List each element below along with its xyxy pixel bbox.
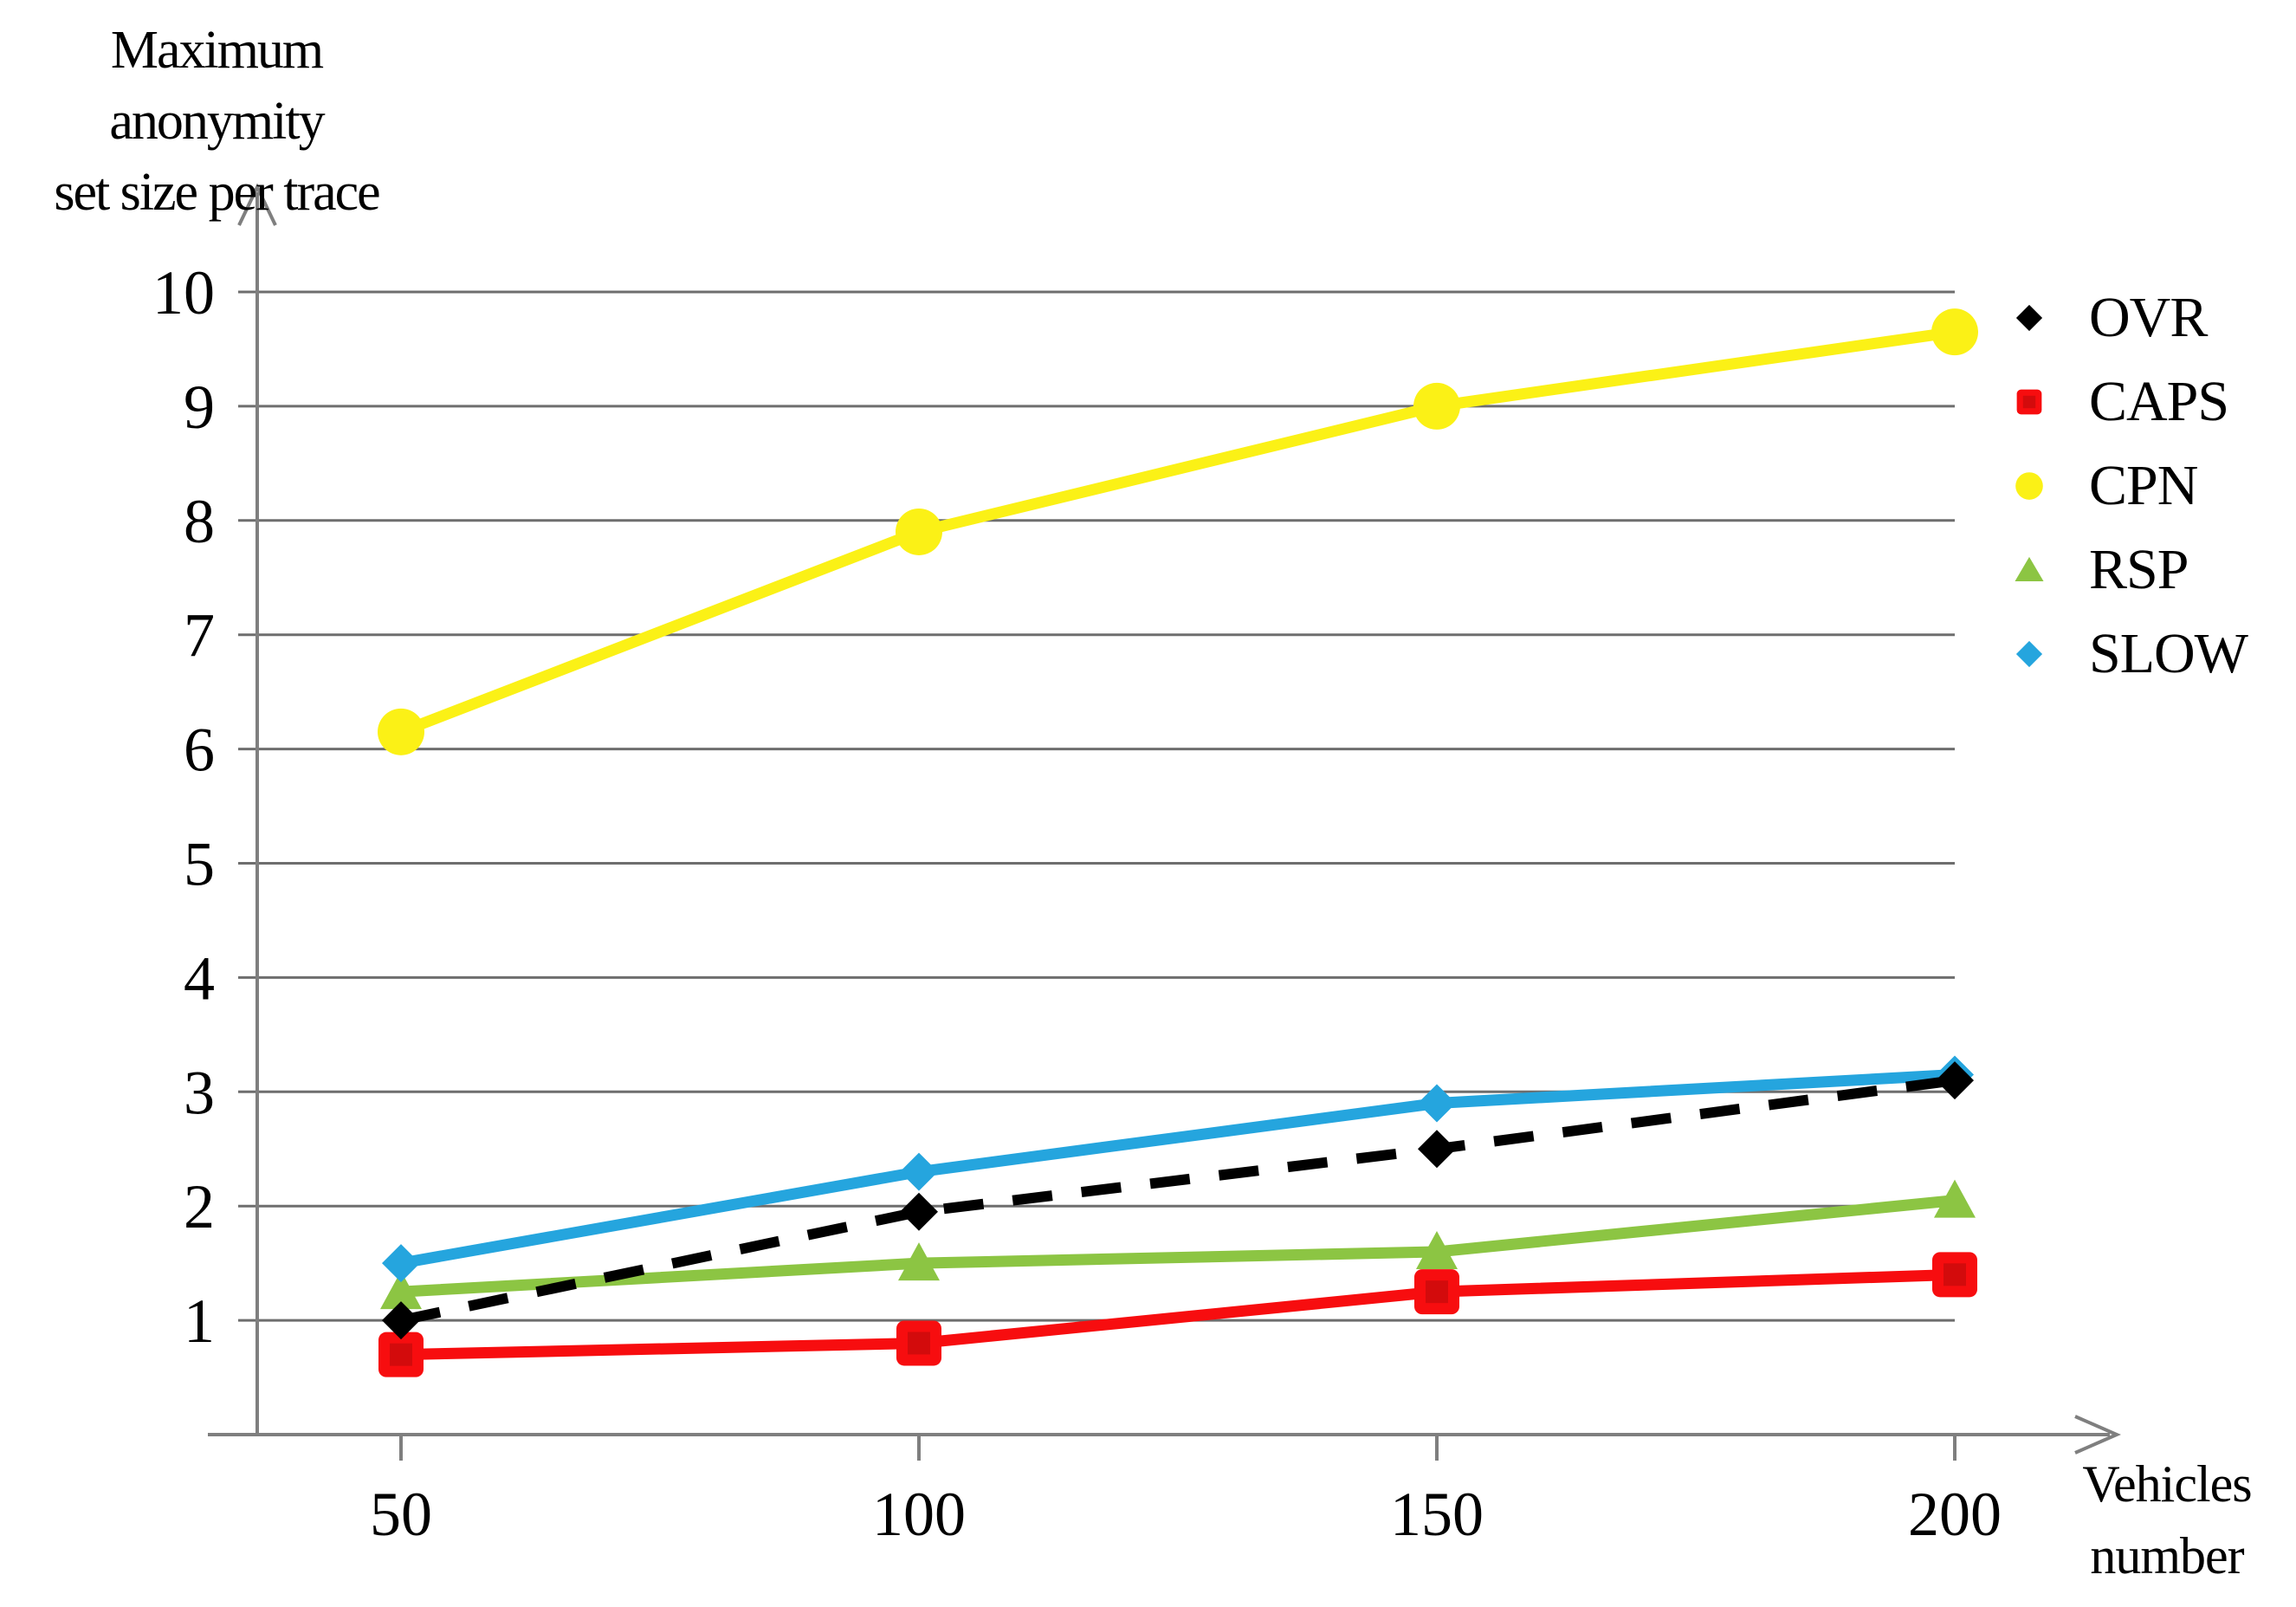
series-marker-rsp xyxy=(898,1242,940,1281)
series-marker-cpn xyxy=(896,508,942,555)
x-tick-label: 150 xyxy=(1390,1480,1484,1549)
legend-label: CAPS xyxy=(2089,369,2229,433)
series-line-caps xyxy=(400,1268,1956,1361)
series-marker-slow xyxy=(382,1244,420,1283)
series-marker-ovr xyxy=(1418,1130,1456,1169)
series-line-slow xyxy=(399,1069,1956,1269)
y-tick-label: 6 xyxy=(184,716,215,785)
legend-item-slow: SLOW xyxy=(2009,612,2248,696)
legend-marker-circle-icon xyxy=(2015,471,2043,500)
x-axis-arrow-icon xyxy=(2074,1415,2121,1455)
series-marker-caps-inner xyxy=(1426,1280,1448,1304)
y-tick-label: 10 xyxy=(152,258,215,327)
series-marker-slow xyxy=(1418,1084,1456,1123)
series-line-rsp xyxy=(400,1195,1956,1298)
x-axis-title-line1: Vehicles xyxy=(2082,1455,2252,1513)
y-tick-label: 2 xyxy=(184,1172,215,1241)
y-tick-label: 4 xyxy=(184,943,215,1013)
legend: OVR CAPS CPN RSP SLOW xyxy=(2009,275,2248,696)
y-axis-arrow-icon xyxy=(237,183,277,226)
series-line-cpn xyxy=(398,326,1956,737)
series-marker-caps-inner xyxy=(390,1343,412,1366)
y-tick-label: 3 xyxy=(184,1058,215,1127)
series-line-ovr xyxy=(399,1075,1956,1325)
x-tick-label: 100 xyxy=(872,1480,966,1549)
x-tick-label: 200 xyxy=(1908,1480,2002,1549)
series-marker-rsp xyxy=(380,1271,422,1310)
legend-marker-square-icon xyxy=(2016,389,2042,414)
series-marker-caps-inner xyxy=(1944,1263,1966,1286)
legend-item-caps: CAPS xyxy=(2009,360,2247,444)
legend-marker-triangle-icon xyxy=(2015,556,2044,581)
series-marker-cpn xyxy=(378,708,424,755)
y-axis-title: Maximum anonymity set size per trace xyxy=(0,16,433,228)
legend-item-cpn: CPN xyxy=(2009,444,2247,528)
legend-label: OVR xyxy=(2089,285,2208,349)
legend-marker-diamond-icon xyxy=(2015,304,2043,331)
series-marker-slow xyxy=(900,1152,938,1191)
y-tick-label: 8 xyxy=(184,487,215,556)
y-axis-title-line1: Maximum anonymity xyxy=(109,21,325,151)
x-tick-label: 50 xyxy=(370,1480,432,1549)
y-axis-title-line2: set size per trace xyxy=(54,162,380,222)
legend-label: CPN xyxy=(2089,453,2198,517)
x-axis-title: Vehicles number xyxy=(2037,1448,2296,1592)
series-marker-ovr xyxy=(382,1301,420,1340)
legend-item-ovr: OVR xyxy=(2009,275,2247,360)
legend-item-rsp: RSP xyxy=(2009,528,2247,612)
y-tick-label: 7 xyxy=(184,601,215,671)
series-marker-caps-inner xyxy=(908,1332,930,1355)
series-marker-rsp xyxy=(1934,1179,1976,1218)
legend-label: SLOW xyxy=(2089,621,2248,685)
series-marker-ovr xyxy=(1936,1061,1974,1100)
y-tick-label: 5 xyxy=(184,830,215,899)
legend-label: RSP xyxy=(2089,537,2189,601)
series-marker-ovr xyxy=(900,1192,938,1231)
legend-marker-diamond-icon xyxy=(2015,640,2043,667)
series-marker-cpn xyxy=(1413,382,1460,430)
x-axis-title-line2: number xyxy=(2090,1526,2244,1584)
y-tick-label: 9 xyxy=(184,373,215,442)
series-marker-cpn xyxy=(1931,308,1978,356)
y-tick-label: 1 xyxy=(184,1286,215,1356)
series-marker-rsp xyxy=(1416,1230,1458,1269)
